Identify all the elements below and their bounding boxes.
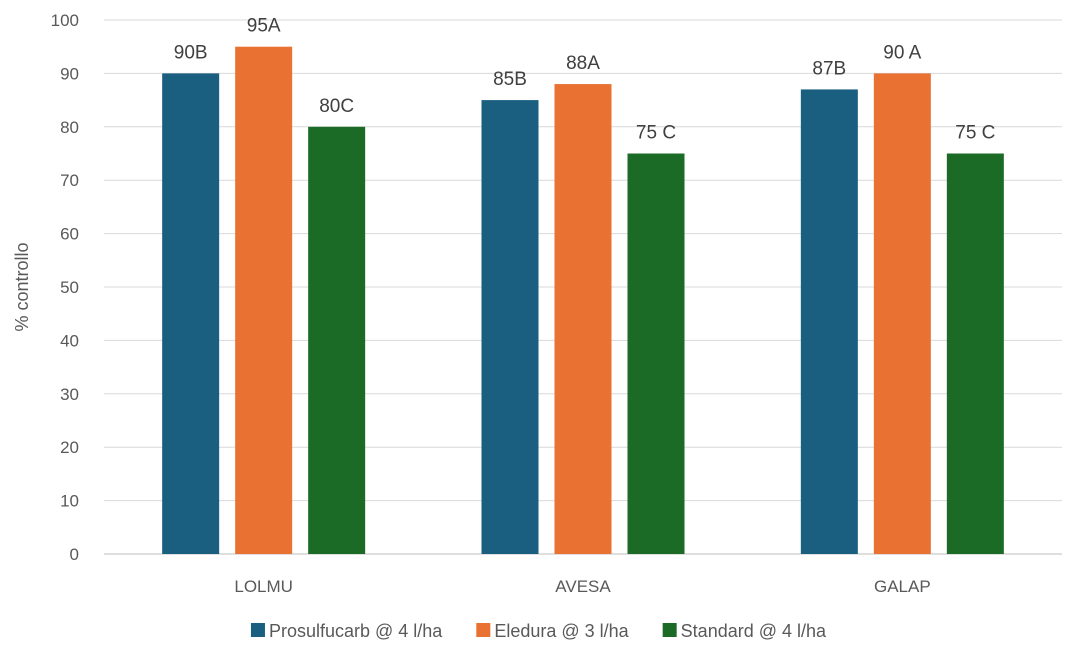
data-label: 87B xyxy=(812,58,846,79)
legend-label: Standard @ 4 l/ha xyxy=(681,621,827,641)
legend-swatch xyxy=(476,623,491,637)
y-tick-label: 10 xyxy=(60,492,79,511)
legend-label: Prosulfucarb @ 4 l/ha xyxy=(269,621,443,641)
data-label: 75 C xyxy=(636,123,676,144)
legend-swatch xyxy=(250,623,265,637)
data-label: 95A xyxy=(247,16,281,37)
x-category-label: GALAP xyxy=(874,577,931,596)
y-tick-label: 100 xyxy=(51,11,79,30)
data-label: 85B xyxy=(493,69,527,90)
y-tick-label: 80 xyxy=(60,118,79,137)
bar xyxy=(235,46,293,554)
data-label: 90B xyxy=(174,42,208,63)
bars xyxy=(162,46,1004,555)
data-label: 80C xyxy=(319,96,354,117)
data-label: 75 C xyxy=(955,123,995,144)
legend-item: Standard @ 4 l/ha xyxy=(662,621,827,641)
y-tick-label: 70 xyxy=(60,171,79,190)
bar xyxy=(162,73,220,555)
legend-item: Prosulfucarb @ 4 l/ha xyxy=(250,621,443,641)
y-tick-label: 30 xyxy=(60,385,79,404)
data-label: 90 A xyxy=(883,42,921,63)
y-tick-label: 60 xyxy=(60,225,79,244)
bar xyxy=(308,126,366,555)
y-tick-label: 0 xyxy=(70,545,79,564)
y-tick-label: 40 xyxy=(60,331,79,350)
x-axis-categories: LOLMU AVESA GALAP xyxy=(234,577,930,596)
x-category-label: AVESA xyxy=(555,577,611,596)
y-tick-label: 50 xyxy=(60,278,79,297)
y-axis-ticks: 0 10 20 30 40 50 60 70 80 90 100 xyxy=(51,11,79,564)
data-label: 88A xyxy=(566,53,600,74)
bar xyxy=(627,153,685,554)
legend: Prosulfucarb @ 4 l/ha Eledura @ 3 l/ha Sta… xyxy=(250,621,827,641)
legend-label: Eledura @ 3 l/ha xyxy=(494,621,629,641)
bar xyxy=(946,153,1004,554)
legend-item: Eledura @ 3 l/ha xyxy=(476,621,630,641)
legend-swatch xyxy=(662,623,677,637)
bar xyxy=(481,100,539,554)
y-tick-label: 20 xyxy=(60,438,79,457)
y-axis-title: % controllo xyxy=(12,242,32,331)
y-tick-label: 90 xyxy=(60,64,79,83)
data-labels: 90B 95A 80C 85B 88A 75 C 87B 90 A 75 C xyxy=(174,16,996,144)
bar xyxy=(554,84,612,554)
bar xyxy=(873,73,931,555)
bar xyxy=(800,89,858,555)
x-category-label: LOLMU xyxy=(234,577,293,596)
